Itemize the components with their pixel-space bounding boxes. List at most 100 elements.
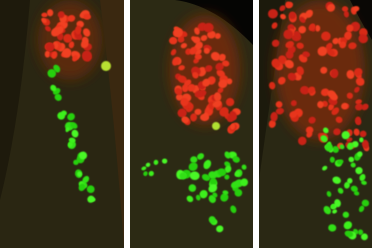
red-cell [343, 10, 350, 18]
red-cell [279, 5, 286, 12]
red-cell [213, 92, 222, 102]
red-cell [327, 3, 336, 12]
green-cell [336, 159, 344, 165]
green-cell [220, 193, 229, 202]
red-cell [75, 25, 82, 35]
green-cell [234, 170, 241, 177]
red-cell [296, 42, 304, 49]
red-cell [81, 36, 89, 44]
green-cell [67, 113, 75, 121]
red-cell [193, 36, 201, 44]
red-cell [41, 12, 48, 18]
red-cell [200, 35, 208, 42]
green-cell [359, 137, 364, 143]
red-cell [307, 86, 316, 94]
green-cell [240, 178, 248, 187]
red-cell [172, 56, 180, 66]
green-cell [353, 191, 360, 196]
red-cell [168, 36, 178, 45]
red-cell [51, 51, 58, 59]
red-cell [177, 108, 187, 118]
green-cell [360, 233, 368, 241]
red-cell [192, 71, 199, 79]
green-cell [326, 191, 332, 197]
red-cell [181, 116, 189, 124]
green-cell [323, 205, 332, 215]
green-cell [350, 162, 356, 168]
red-cell [180, 42, 188, 49]
green-cell [79, 151, 88, 160]
green-cell [232, 156, 240, 163]
green-cell [342, 211, 350, 218]
red-cell [285, 1, 294, 9]
red-cell [63, 33, 73, 43]
green-cell [348, 156, 355, 163]
green-cell [50, 84, 57, 92]
green-cell [67, 142, 73, 148]
green-cell [148, 170, 154, 177]
green-cell [86, 185, 95, 194]
green-cell [208, 184, 218, 193]
red-cell [317, 101, 324, 109]
red-cell [56, 26, 64, 34]
green-cell [350, 185, 358, 193]
red-cell [194, 53, 202, 60]
red-cell [271, 22, 278, 29]
red-cell [41, 17, 47, 24]
red-cell [346, 70, 355, 79]
green-cell [355, 166, 363, 175]
red-cell [353, 128, 360, 136]
red-cell [202, 78, 211, 87]
red-cell [297, 136, 307, 146]
green-cell [145, 162, 151, 168]
red-cell [284, 59, 294, 69]
red-cell [278, 55, 287, 65]
green-cell [332, 146, 339, 153]
green-cell [343, 221, 353, 230]
green-cell [77, 171, 82, 177]
red-cell [44, 50, 51, 58]
red-cell [344, 31, 352, 41]
green-cell [141, 166, 147, 171]
red-cell [354, 116, 362, 125]
green-cell [332, 176, 341, 184]
green-cell [230, 205, 237, 214]
green-cell [190, 156, 198, 163]
red-cell [46, 9, 54, 17]
red-cell [355, 77, 365, 86]
red-cell [280, 13, 286, 20]
red-cell [341, 6, 349, 12]
red-cell [355, 103, 363, 111]
green-cell [82, 175, 90, 184]
green-cell [53, 64, 61, 73]
red-cell [207, 30, 216, 39]
red-cell [230, 123, 236, 130]
green-cell [332, 209, 338, 214]
green-cell [347, 178, 353, 184]
green-cell [234, 188, 243, 197]
green-cell [222, 190, 229, 195]
yellow-cell [100, 61, 111, 71]
red-cell [359, 130, 367, 138]
red-cell [203, 47, 210, 54]
green-cell [209, 177, 217, 186]
red-cell [355, 99, 362, 105]
red-cell [190, 113, 198, 122]
red-cell [67, 14, 76, 22]
red-cell [204, 65, 213, 72]
red-cell [300, 86, 310, 95]
green-cell [322, 165, 328, 171]
green-cell [143, 171, 148, 177]
panel-right [259, 0, 372, 248]
green-cell [179, 172, 187, 180]
red-cell [361, 103, 369, 111]
red-cell [358, 34, 368, 44]
red-cell [44, 25, 51, 32]
green-cell [334, 199, 341, 208]
green-cell [328, 224, 337, 232]
red-cell [331, 107, 340, 116]
red-cell [217, 87, 224, 94]
red-cell [305, 126, 314, 134]
